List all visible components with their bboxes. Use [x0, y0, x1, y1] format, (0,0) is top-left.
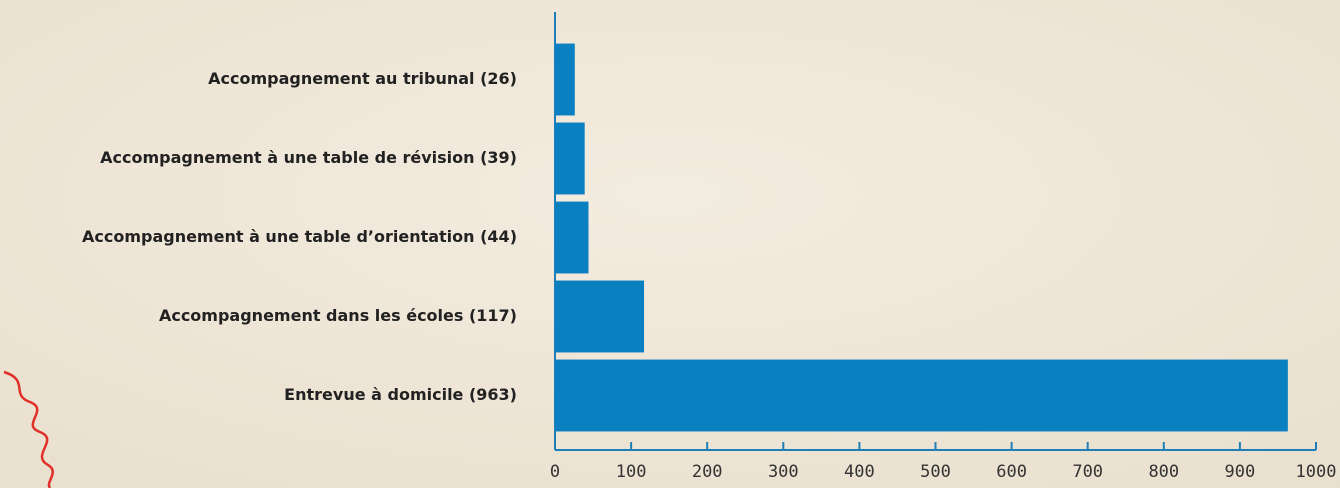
chart: 0 100 200 300 400 500 600 700 800 900 1000 Accompag… [0, 0, 1340, 488]
bar [555, 360, 1288, 432]
y-tick-label: Entrevue à domicile (963) [284, 385, 517, 404]
bar [555, 44, 575, 116]
bar [555, 123, 585, 195]
x-tick-label: 100 [616, 462, 647, 482]
y-tick-label: Accompagnement à une table d’orientation… [82, 227, 517, 246]
x-tick-label: 700 [1072, 462, 1103, 482]
x-tick-label: 300 [768, 462, 799, 482]
x-tick-label: 600 [996, 462, 1027, 482]
x-tick-label: 900 [1225, 462, 1256, 482]
x-tick-label: 1000 [1296, 462, 1337, 482]
x-tick-label: 800 [1148, 462, 1179, 482]
bar [555, 281, 644, 353]
x-tick-label: 0 [550, 462, 560, 482]
x-tick-label: 200 [692, 462, 723, 482]
bar [555, 202, 588, 274]
y-tick-label: Accompagnement à une table de révision (… [100, 148, 517, 167]
x-tick-label: 400 [844, 462, 875, 482]
page: 0 100 200 300 400 500 600 700 800 900 1000 Accompag… [0, 0, 1340, 488]
y-tick-label: Accompagnement dans les écoles (117) [159, 306, 517, 325]
y-tick-label: Accompagnement au tribunal (26) [208, 69, 517, 88]
x-tick-label: 500 [920, 462, 951, 482]
